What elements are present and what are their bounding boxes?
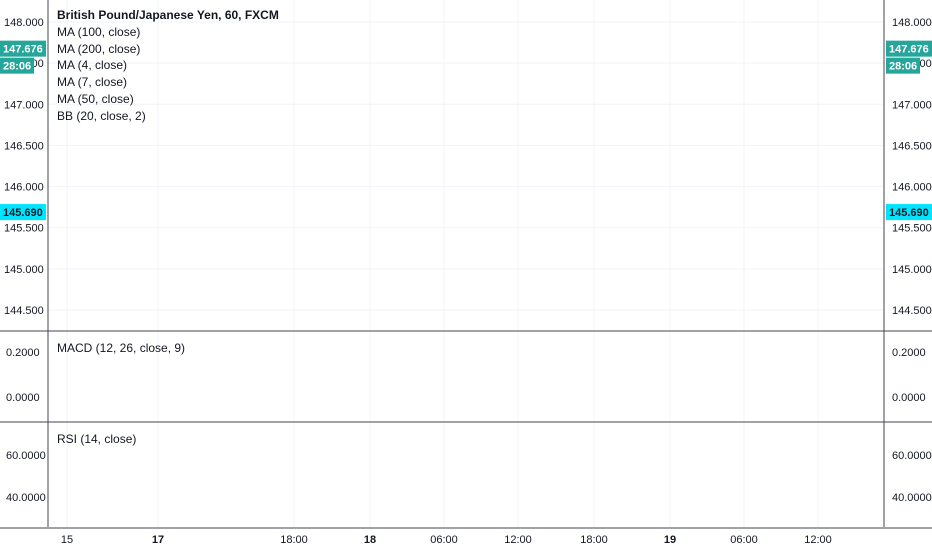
legend-ma200: MA (200, close) [57, 41, 141, 56]
price-tick-left: 148.000 [4, 17, 44, 29]
current-price-badge-right-bg [886, 40, 932, 57]
price-tick-left: 147.000 [4, 99, 44, 111]
time-tick: 06:00 [730, 534, 758, 546]
macd-label: MACD (12, 26, close, 9) [57, 341, 186, 355]
macd-tick-left: 0.2000 [6, 347, 40, 359]
rsi-tick-left: 60.0000 [6, 450, 46, 462]
rsi-tick-left: 40.0000 [6, 492, 46, 504]
level-badge-bg [886, 204, 932, 221]
macd-tick-left: 0.0000 [6, 392, 40, 404]
countdown-badge-left: 28:06 [3, 61, 31, 73]
time-tick: 19 [664, 534, 676, 546]
rsi-tick-right: 40.0000 [892, 492, 932, 504]
price-tick-left: 146.500 [4, 140, 44, 152]
rsi-label: RSI (14, close) [57, 432, 137, 446]
current-price-badge-left-bg [0, 40, 46, 57]
current-price-badge-left: 147.676 [3, 44, 43, 56]
price-tick-right: 148.000 [892, 17, 932, 29]
price-tick-right: 147.000 [892, 99, 932, 111]
price-tick-right: 144.500 [892, 305, 932, 317]
legend-ma7: MA (7, close) [57, 75, 128, 90]
chart-title: British Pound/Japanese Yen, 60, FXCM [57, 8, 279, 22]
price-tick-right: 145.500 [892, 223, 932, 235]
time-tick: 12:00 [804, 534, 832, 546]
price-tick-left: 146.000 [4, 182, 44, 194]
price-tick-left: 145.500 [4, 223, 44, 235]
legend-ma4: MA (4, close) [57, 58, 128, 73]
price-tick-right: 146.500 [892, 140, 932, 152]
countdown-badge-right-bg [886, 57, 920, 74]
time-tick: 12:00 [504, 534, 532, 546]
price-tick-right: 145.000 [892, 264, 932, 276]
time-tick: 15 [61, 534, 73, 546]
level-badge: 145.690 [3, 207, 43, 219]
time-tick: 18 [364, 534, 376, 546]
current-price-badge-right: 147.676 [889, 44, 929, 56]
countdown-badge-right: 28:06 [889, 61, 917, 73]
price-tick-left: 144.500 [4, 305, 44, 317]
legend-ma50: MA (50, close) [57, 91, 134, 106]
price-tick-left: 145.000 [4, 264, 44, 276]
time-tick: 18:00 [280, 534, 308, 546]
indicator-legend: British Pound/Japanese Yen, 60, FXCM MA … [57, 7, 279, 125]
time-tick: 17 [152, 534, 164, 546]
level-badge: 145.690 [889, 207, 929, 219]
countdown-badge-left-bg [0, 57, 34, 74]
rsi-tick-right: 60.0000 [892, 450, 932, 462]
legend-bb: BB (20, close, 2) [57, 108, 146, 123]
legend-ma100: MA (100, close) [57, 24, 141, 39]
time-tick: 18:00 [580, 534, 608, 546]
macd-tick-right: 0.0000 [892, 392, 926, 404]
plot-background [48, 0, 884, 550]
macd-tick-right: 0.2000 [892, 347, 926, 359]
price-tick-right: 146.000 [892, 182, 932, 194]
level-badge-bg [0, 204, 46, 221]
time-tick: 06:00 [430, 534, 458, 546]
